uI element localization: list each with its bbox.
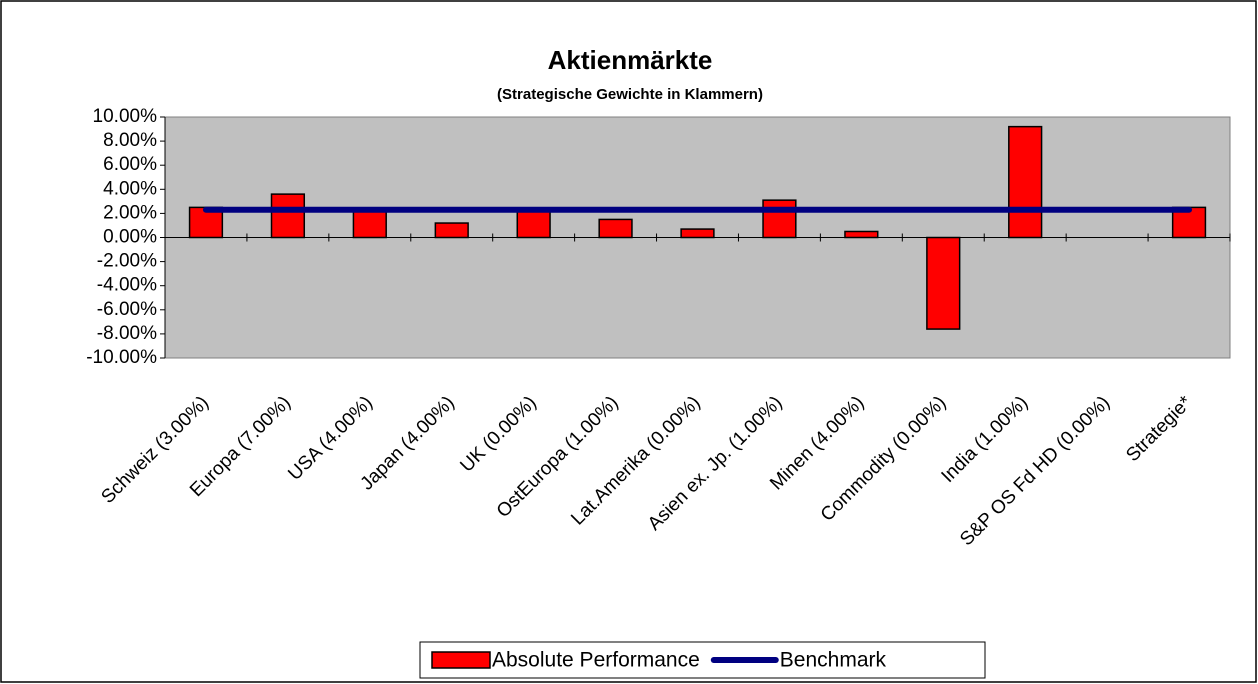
y-tick-label: -10.00% [86,347,157,368]
bar [680,228,715,239]
y-tick-label: -6.00% [97,299,157,320]
legend-label: Absolute Performance [492,649,700,672]
bar [598,218,633,239]
bar [1008,125,1043,239]
y-tick-label: -2.00% [97,251,157,272]
legend-swatch [431,651,491,669]
y-tick-label: -4.00% [97,275,157,296]
bar [270,193,306,239]
y-tick-label: 10.00% [93,106,158,127]
chart-title: Aktienmärkte [548,45,713,75]
y-tick-label: 4.00% [103,178,157,199]
chart-subtitle: (Strategische Gewichte in Klammern) [497,86,763,103]
y-tick-label: 2.00% [103,202,157,223]
bar [516,210,551,239]
bar [762,199,797,239]
legend-box [419,641,986,679]
y-tick-label: 0.00% [103,227,157,248]
y-tick-label: 8.00% [103,130,157,151]
bar [434,222,469,239]
bar [844,230,879,239]
y-tick-label: 6.00% [103,154,157,175]
legend-label: Benchmark [780,649,887,672]
bar [926,236,961,330]
y-tick-label: -8.00% [97,323,157,344]
bar [352,210,387,239]
